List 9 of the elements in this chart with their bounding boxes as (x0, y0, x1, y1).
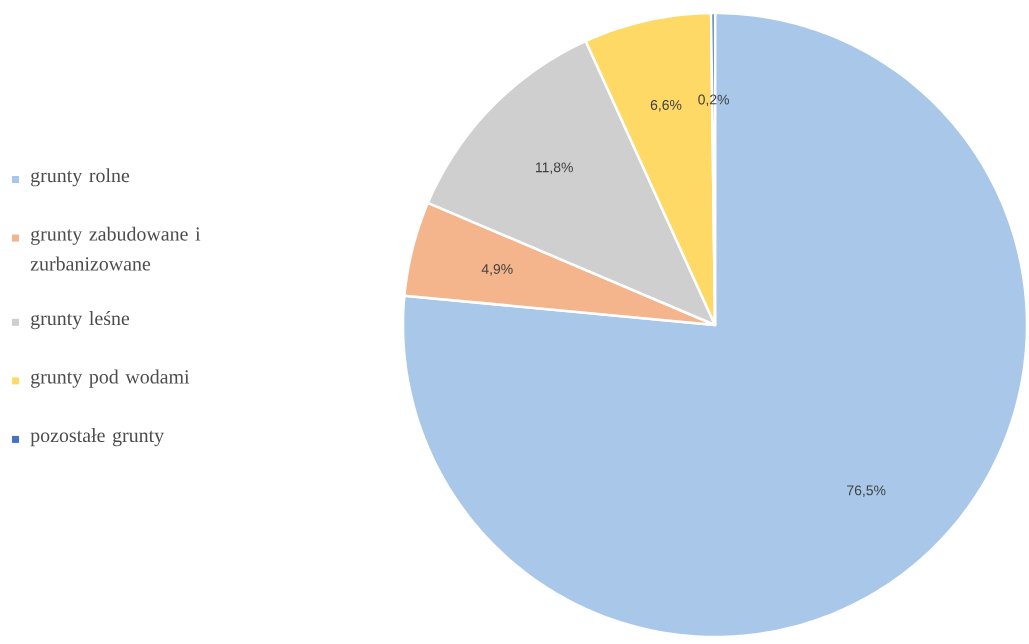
data-label: 6,6% (650, 100, 682, 112)
data-label: 76,5% (847, 485, 886, 497)
legend-label: grunty pod wodami (31, 369, 190, 388)
data-label: 11,8% (535, 162, 573, 174)
legend-label: grunty rolne (31, 168, 130, 187)
data-label: 4,9% (481, 264, 513, 276)
legend-label: grunty leśne (31, 311, 130, 330)
legend-label: pozostałe grunty (30, 428, 165, 447)
legend-label: grunty zabudowane i zurbanizowane (30, 226, 201, 271)
